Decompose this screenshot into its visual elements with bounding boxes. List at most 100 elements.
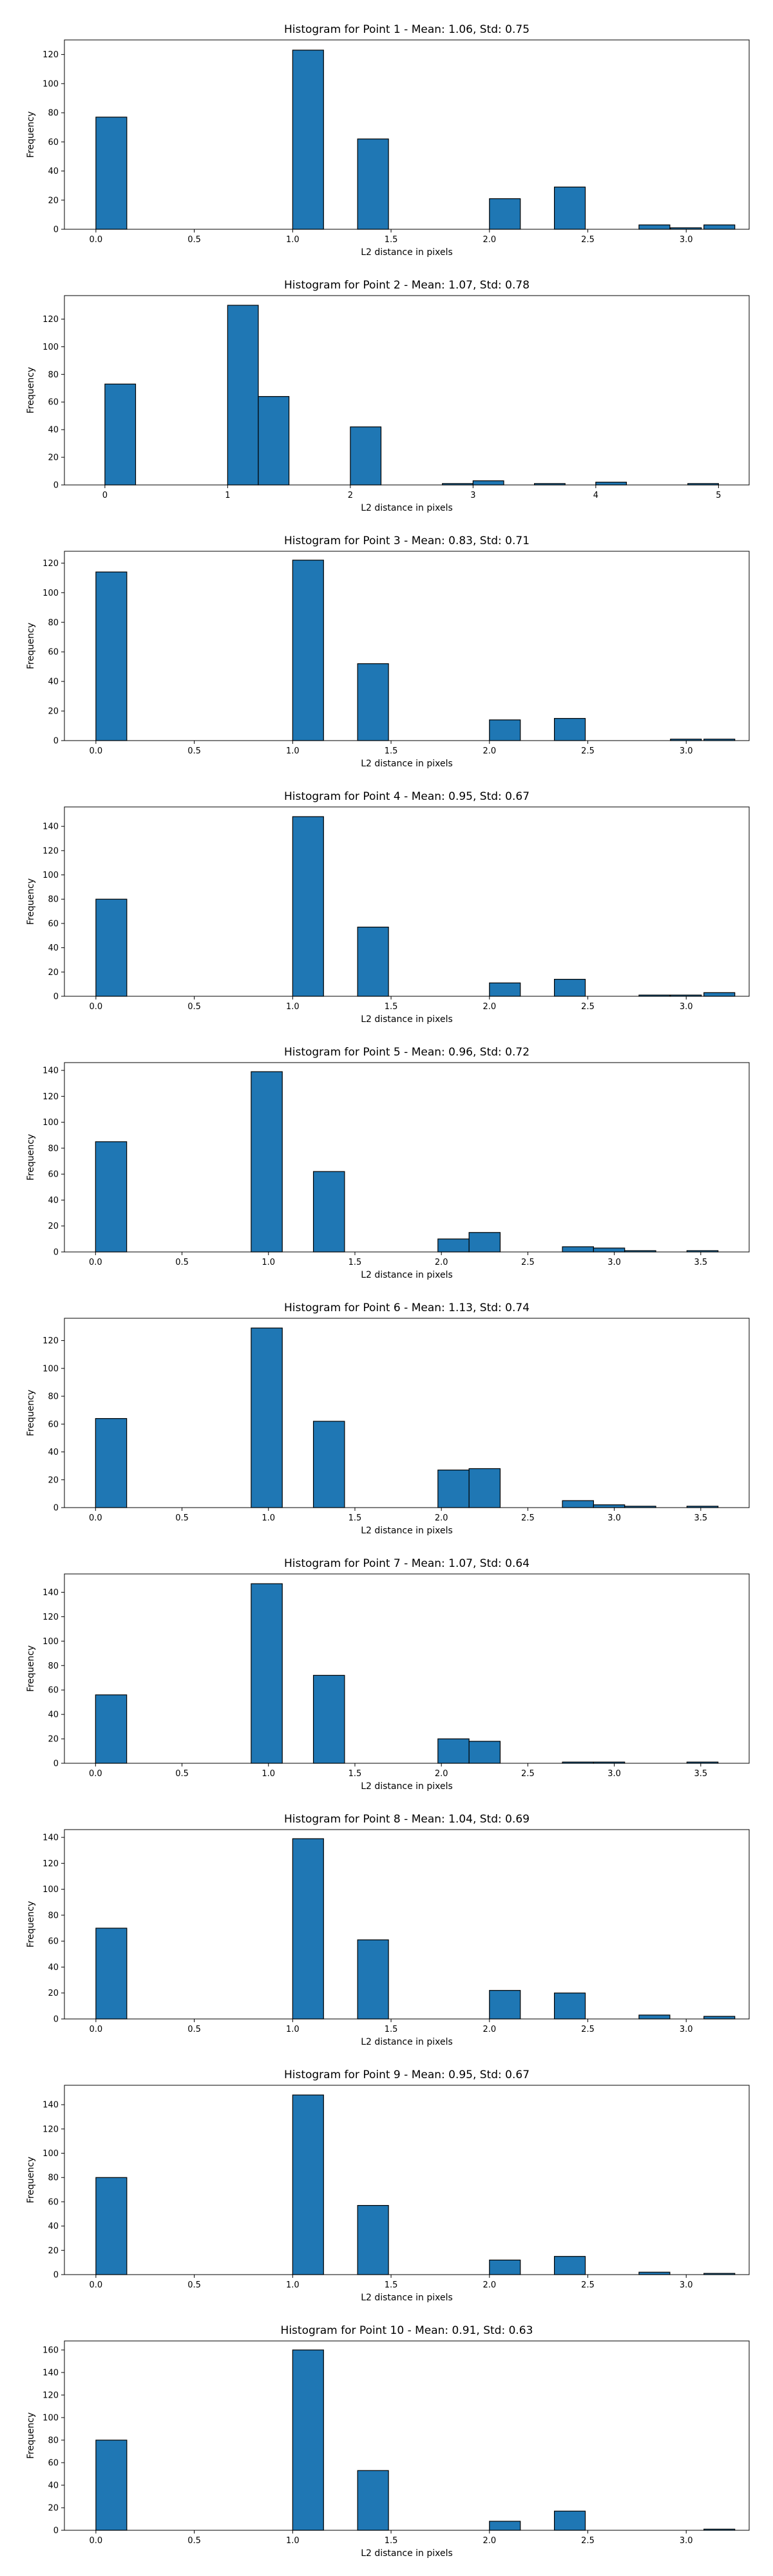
chart-title: Histogram for Point 4 - Mean: 0.95, Std:… (284, 790, 530, 803)
histogram-bar (638, 2271, 671, 2275)
x-tick-label: 1.5 (385, 235, 398, 245)
y-tick-label: 20 (48, 1989, 59, 1998)
y-tick-label: 80 (48, 895, 59, 905)
chart-panel-1: Histogram for Point 1 - Mean: 1.06, Std:… (26, 23, 750, 258)
x-tick-label: 1.5 (385, 2536, 398, 2546)
x-tick-label: 0.0 (89, 1258, 102, 1267)
y-axis-label: Frequency (26, 367, 36, 413)
y-tick-label: 40 (48, 2481, 59, 2491)
y-tick-label: 60 (48, 1686, 59, 1696)
y-tick-label: 60 (48, 1170, 59, 1180)
x-tick-label: 2.5 (581, 1002, 595, 1012)
y-tick-label: 20 (48, 2246, 59, 2256)
chart-panel-9: Histogram for Point 9 - Mean: 0.95, Std:… (26, 2069, 750, 2303)
histogram-bar (292, 560, 324, 741)
y-tick-label: 80 (48, 370, 59, 380)
histogram-bar (593, 1504, 625, 1508)
y-tick-label: 120 (43, 1092, 59, 1102)
y-axis-label: Frequency (26, 623, 36, 669)
histogram-bar (638, 224, 671, 230)
y-axis-label: Frequency (26, 1645, 36, 1692)
histogram-bar (312, 1674, 345, 1764)
y-tick-label: 80 (48, 1911, 59, 1920)
histogram-bar (312, 1171, 345, 1253)
histogram-bar (489, 1990, 521, 2020)
histogram-bar (638, 2014, 671, 2020)
x-tick-label: 2.5 (521, 1513, 535, 1523)
histogram-bar (357, 2470, 389, 2531)
y-tick-label: 100 (43, 2149, 59, 2159)
chart-panel-10: Histogram for Point 10 - Mean: 0.91, Std… (26, 2324, 750, 2559)
histogram-bar (258, 396, 290, 486)
x-tick-label: 2.0 (482, 746, 496, 756)
y-tick-label: 40 (48, 1710, 59, 1720)
y-axis-label: Frequency (26, 111, 36, 158)
histogram-bar (312, 1421, 345, 1508)
x-axis-label: L2 distance in pixels (361, 1270, 453, 1280)
histogram-bar (553, 979, 586, 997)
histogram-bar (489, 719, 521, 741)
y-tick-label: 140 (43, 2101, 59, 2110)
y-tick-label: 60 (48, 398, 59, 408)
y-tick-label: 100 (43, 343, 59, 352)
histogram-bar (357, 1939, 389, 2020)
y-tick-label: 0 (53, 481, 59, 491)
x-tick-label: 0.0 (90, 1002, 103, 1012)
x-tick-label: 3.0 (680, 746, 693, 756)
y-tick-label: 40 (48, 2222, 59, 2231)
y-tick-label: 100 (43, 1364, 59, 1374)
histogram-bar (703, 992, 736, 997)
x-axis-label: L2 distance in pixels (361, 1526, 453, 1536)
histogram-bar (227, 305, 259, 486)
x-tick-label: 3.0 (680, 1002, 693, 1012)
chart-panel-8: Histogram for Point 8 - Mean: 1.04, Std:… (26, 1813, 750, 2047)
y-tick-label: 140 (43, 2369, 59, 2378)
y-tick-label: 20 (48, 707, 59, 717)
histogram-bar (553, 2256, 586, 2275)
y-tick-label: 0 (53, 2015, 59, 2025)
histogram-bar (703, 224, 736, 230)
histogram-bar (251, 1071, 283, 1253)
y-tick-label: 120 (43, 846, 59, 856)
x-tick-label: 0.0 (89, 1513, 102, 1523)
x-axis-label: L2 distance in pixels (361, 759, 453, 769)
y-tick-label: 100 (43, 1885, 59, 1895)
x-tick-label: 5 (716, 491, 721, 500)
chart-panel-4: Histogram for Point 4 - Mean: 0.95, Std:… (26, 790, 750, 1025)
x-tick-label: 0.5 (187, 2025, 201, 2034)
y-tick-label: 40 (48, 1196, 59, 1206)
x-tick-label: 0.0 (90, 746, 103, 756)
histogram-bar (437, 1238, 470, 1253)
x-tick-label: 3.5 (694, 1258, 707, 1267)
y-tick-label: 60 (48, 919, 59, 929)
x-tick-label: 2.0 (482, 2536, 496, 2546)
y-tick-label: 100 (43, 2414, 59, 2423)
chart-title: Histogram for Point 1 - Mean: 1.06, Std:… (284, 23, 530, 36)
y-tick-label: 20 (48, 453, 59, 463)
histogram-bar (468, 1468, 501, 1508)
y-tick-label: 140 (43, 1833, 59, 1843)
y-tick-label: 100 (43, 1637, 59, 1647)
y-tick-label: 40 (48, 167, 59, 176)
histogram-bar (95, 1418, 128, 1508)
x-axis-label: L2 distance in pixels (361, 1014, 453, 1025)
histogram-bar (437, 1738, 470, 1764)
y-tick-label: 40 (48, 943, 59, 953)
x-tick-label: 0.0 (90, 2025, 103, 2034)
x-tick-label: 3.5 (694, 1513, 707, 1523)
histogram-bar (251, 1327, 283, 1508)
y-tick-label: 0 (53, 1759, 59, 1769)
x-tick-label: 1.0 (262, 1513, 275, 1523)
chart-panel-7: Histogram for Point 7 - Mean: 1.07, Std:… (26, 1557, 750, 1792)
x-axis-label: L2 distance in pixels (361, 1781, 453, 1792)
x-tick-label: 0.5 (187, 1002, 201, 1012)
y-tick-label: 0 (53, 992, 59, 1002)
y-tick-label: 60 (48, 138, 59, 147)
histogram-bar (437, 1470, 470, 1508)
histogram-bar (553, 186, 586, 230)
x-tick-label: 2.5 (581, 2025, 595, 2034)
x-tick-label: 3.0 (607, 1513, 621, 1523)
histogram-bar (95, 117, 128, 230)
x-tick-label: 0.5 (175, 1769, 189, 1779)
